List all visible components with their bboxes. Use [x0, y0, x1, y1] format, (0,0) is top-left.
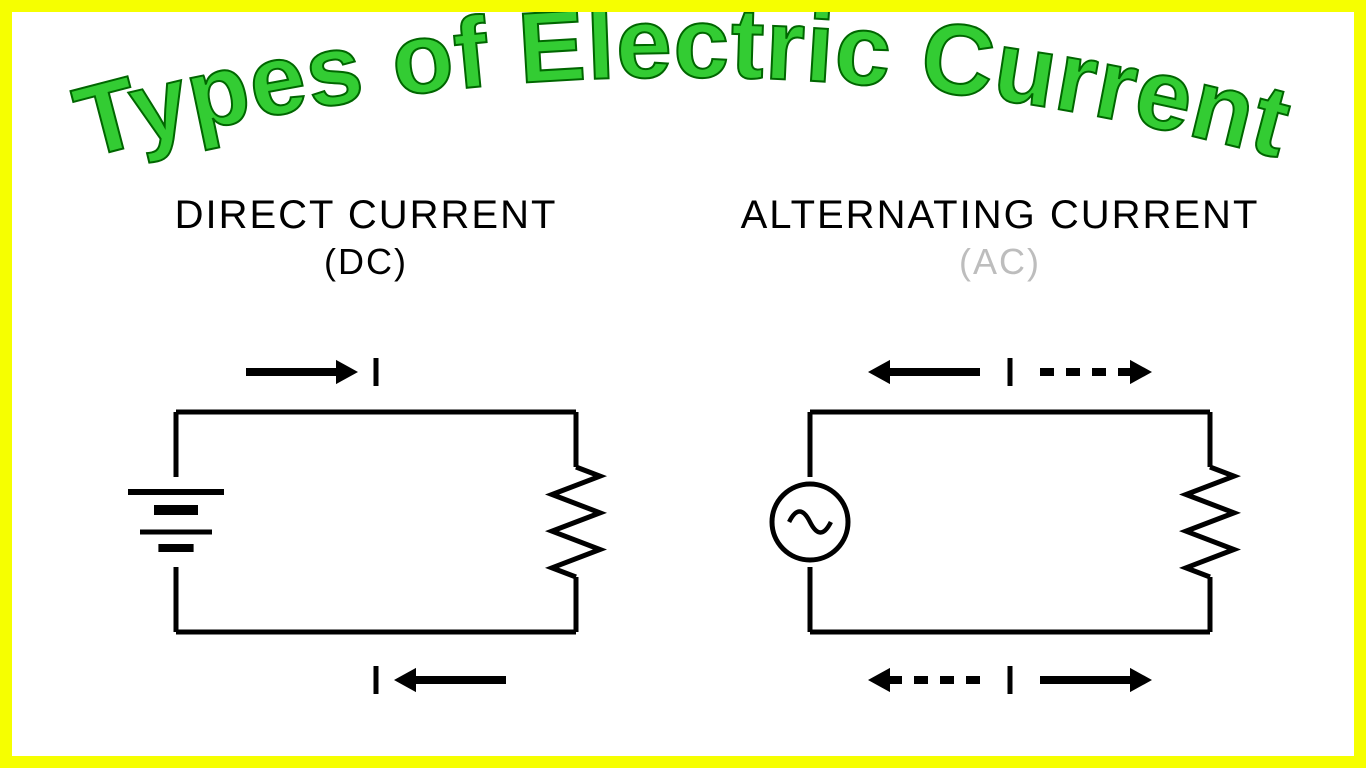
- dc-circuit: [86, 302, 646, 722]
- ac-title-line2: (AC): [959, 241, 1041, 282]
- dc-title: DIRECT CURRENT (DC): [175, 192, 558, 284]
- title-container: Types of Electric Current: [12, 12, 1354, 187]
- title-svg: Types of Electric Current: [33, 12, 1333, 182]
- dc-title-line2: (DC): [324, 241, 408, 282]
- ac-panel: ALTERNATING CURRENT (AC): [720, 192, 1280, 722]
- diagram-frame: Types of Electric Current DIRECT CURRENT…: [0, 0, 1366, 768]
- circuits-row: DIRECT CURRENT (DC) ALTERNATING CURRENT …: [12, 192, 1354, 762]
- dc-title-line1: DIRECT CURRENT: [175, 193, 558, 237]
- ac-title-line1: ALTERNATING CURRENT: [741, 193, 1260, 237]
- dc-panel: DIRECT CURRENT (DC): [86, 192, 646, 722]
- main-title: Types of Electric Current: [64, 12, 1302, 179]
- ac-circuit: [720, 302, 1280, 722]
- ac-title: ALTERNATING CURRENT (AC): [741, 192, 1260, 284]
